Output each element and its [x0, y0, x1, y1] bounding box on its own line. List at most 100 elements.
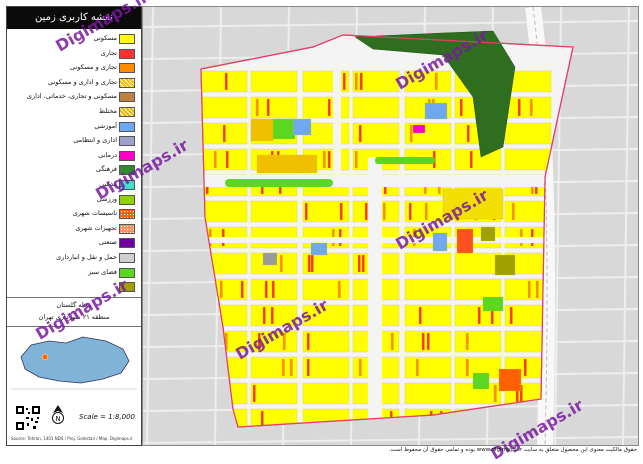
- surrounding-street: [143, 20, 638, 28]
- legend-item: تجاری و مسکونی: [11, 62, 137, 74]
- residential-block: [404, 356, 452, 379]
- legend-item: مسکونی: [11, 33, 137, 44]
- mixed-use-parcel: [511, 202, 515, 221]
- commercial-parcel: [257, 332, 261, 351]
- commercial-parcel: [327, 150, 331, 169]
- commercial-parcel: [225, 150, 229, 169]
- locator-caption: محله گلستان منطقه ۲۱ شهرداری تهران: [7, 297, 141, 327]
- legend-item: حمل و نقل و انبارداری: [11, 252, 137, 263]
- commercial-parcel: [418, 306, 422, 325]
- commercial-parcel: [469, 150, 473, 169]
- residential-block: [302, 96, 350, 119]
- mixed-use-parcel: [409, 124, 413, 143]
- residential-block: [302, 330, 350, 353]
- mixed-use-parcel: [289, 358, 293, 377]
- source-credit: Source: Tehran, 1401 NDS / Proj. Golesta…: [11, 436, 133, 441]
- legend-item: مسکونی و تجاری، خدماتی، اداری: [11, 91, 137, 103]
- utilities-parcel: [456, 228, 474, 254]
- residential-block: [352, 96, 400, 119]
- park-dark-green: [354, 30, 516, 158]
- mixed-use-parcel: [465, 332, 469, 351]
- surrounding-street: [146, 7, 154, 445]
- legend-label: تجهیزات شهری: [75, 223, 117, 232]
- residential-block: [404, 252, 452, 275]
- education-parcel: [432, 232, 448, 252]
- commercial-parcel: [421, 332, 425, 351]
- residential-block: [352, 70, 400, 93]
- commercial-parcel: [304, 202, 308, 221]
- mixed-use-parcel: [337, 280, 341, 299]
- commercial-parcel: [357, 254, 361, 273]
- legend-item: مختلط: [11, 106, 137, 117]
- residential-block: [404, 304, 452, 327]
- mixed-hatch-parcel: [256, 154, 318, 174]
- residential-block: [201, 200, 248, 223]
- commercial-parcel: [310, 254, 314, 273]
- commercial-parcel: [224, 72, 228, 91]
- commercial-parcel: [517, 98, 521, 117]
- north-arrow-icon: N: [52, 405, 64, 424]
- legend-title: نقشه کاربری زمین: [7, 7, 141, 29]
- legend-swatch: [119, 107, 135, 117]
- mixed-use-parcel: [213, 150, 217, 169]
- legend-label: فرهنگی: [95, 165, 117, 174]
- street-north-south: [333, 35, 341, 175]
- legend-item: درمانی: [11, 150, 137, 161]
- legend-swatch: [119, 34, 135, 44]
- highway-centerline: [532, 7, 548, 445]
- land-use-map: [142, 6, 639, 446]
- commercial-parcel: [222, 124, 226, 143]
- residential-block: [250, 200, 298, 223]
- legend-item: تجاری و اداری و مسکونی: [11, 77, 137, 88]
- commercial-parcel: [459, 98, 463, 117]
- residential-block: [302, 304, 350, 327]
- residential-block: [454, 278, 502, 301]
- north-label: N: [55, 415, 60, 423]
- commercial-parcel: [523, 358, 527, 377]
- legend-swatch: [119, 48, 135, 59]
- green-median: [225, 179, 333, 187]
- legend-swatch: [119, 238, 135, 249]
- mixed-use-parcel: [354, 150, 358, 169]
- green-space-parcel: [482, 296, 504, 312]
- education-parcel: [292, 118, 312, 136]
- legend-label: اداری و انتظامی: [73, 136, 117, 145]
- legend-list: مسکونی تجاری تجاری و مسکونی تجاری و اداری و…: [11, 33, 137, 298]
- legend-swatch: [119, 92, 135, 103]
- mixed-use-parcel: [424, 202, 428, 221]
- legend-label: مختلط: [99, 107, 117, 115]
- legend-item: [11, 281, 137, 293]
- commercial-parcel: [342, 72, 346, 91]
- legend-label: صنعتی: [99, 238, 117, 247]
- legend-panel: نقشه کاربری زمین مسکونی تجاری تجاری و مسکو…: [6, 6, 142, 446]
- parcel-blocks: [201, 35, 573, 427]
- residential-block: [504, 96, 552, 119]
- mixed-use-parcel: [527, 280, 531, 299]
- residential-block: [250, 304, 298, 327]
- commercial-parcel: [466, 124, 470, 143]
- mixed-hatch-parcel: [250, 118, 274, 142]
- commercial-parcel: [262, 306, 266, 325]
- residential-block: [201, 148, 248, 171]
- mixed-use-parcel: [415, 358, 419, 377]
- residential-block: [250, 382, 298, 405]
- commercial-parcel: [364, 202, 368, 221]
- legend-item: تاسیسات شهری: [11, 208, 137, 220]
- residential-block: [504, 122, 552, 145]
- commercial-parcel: [361, 254, 365, 273]
- study-area-outline: [200, 34, 574, 428]
- mixed-use-parcel: [390, 332, 394, 351]
- mixed-use-parcel: [279, 254, 283, 273]
- locator-neighborhood: محله گلستان: [56, 301, 92, 309]
- residential-block: [302, 200, 350, 223]
- legend-label: تجاری و اداری و مسکونی: [48, 77, 117, 86]
- sports-parcel: [272, 118, 296, 140]
- mixed-use-parcel: [493, 384, 497, 403]
- legend-item: فرهنگی: [11, 164, 137, 176]
- legend-swatch: [119, 223, 135, 234]
- qr-code-icon: [15, 405, 41, 431]
- residential-block: [404, 70, 452, 93]
- legend-swatch: [119, 150, 135, 161]
- location-marker: [41, 353, 49, 361]
